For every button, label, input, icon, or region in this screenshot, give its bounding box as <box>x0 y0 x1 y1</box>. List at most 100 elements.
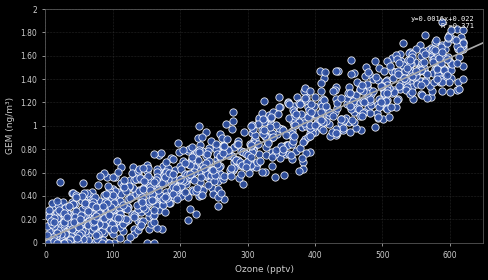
Point <box>61 221 68 226</box>
Point <box>216 150 224 154</box>
Point <box>216 155 224 160</box>
Point <box>439 67 447 71</box>
Point <box>141 177 149 182</box>
Point <box>262 153 270 157</box>
Point <box>105 212 113 216</box>
Point <box>316 80 324 85</box>
Point <box>420 52 428 56</box>
Point <box>262 139 270 144</box>
Point <box>75 233 82 238</box>
Point <box>154 173 162 177</box>
Point <box>152 177 160 182</box>
Point <box>247 122 255 127</box>
Point <box>61 232 69 237</box>
Point <box>432 77 440 81</box>
Point <box>98 223 105 228</box>
Point <box>43 233 51 237</box>
Point <box>72 193 80 197</box>
Point <box>324 121 332 126</box>
Point <box>63 206 71 211</box>
Point <box>446 75 454 80</box>
Point <box>388 91 396 95</box>
Point <box>411 69 419 73</box>
Point <box>170 181 178 185</box>
Point <box>78 240 86 245</box>
Point <box>382 98 389 103</box>
Point <box>322 106 329 111</box>
Point <box>77 230 84 235</box>
Point <box>85 218 93 223</box>
Point <box>260 130 267 135</box>
Point <box>53 216 61 221</box>
Point <box>391 53 399 58</box>
Point <box>419 59 427 64</box>
Point <box>123 207 131 212</box>
Point <box>161 198 169 203</box>
Point <box>253 122 261 126</box>
Point <box>111 207 119 211</box>
Point <box>359 109 367 114</box>
Point <box>70 220 78 224</box>
Point <box>44 240 52 245</box>
Point <box>382 82 390 87</box>
Point <box>150 208 158 213</box>
Point <box>444 32 451 37</box>
Point <box>96 209 104 213</box>
Point <box>107 230 115 235</box>
Point <box>382 87 390 92</box>
Point <box>108 207 116 211</box>
Point <box>94 183 102 188</box>
Point <box>384 115 392 119</box>
Point <box>260 120 267 124</box>
Point <box>344 85 352 89</box>
Point <box>61 240 68 245</box>
Point <box>68 200 76 204</box>
Point <box>113 158 121 163</box>
Point <box>232 142 240 146</box>
Point <box>382 58 390 63</box>
Point <box>194 158 202 162</box>
Point <box>438 66 446 71</box>
Point <box>145 215 153 220</box>
Point <box>168 185 176 189</box>
Point <box>428 60 436 64</box>
Point <box>47 240 55 245</box>
Point <box>458 44 466 48</box>
Point <box>305 116 313 120</box>
Point <box>238 182 246 186</box>
Point <box>272 123 280 127</box>
Point <box>183 175 191 179</box>
Point <box>83 223 91 227</box>
Point <box>252 159 260 164</box>
Point <box>159 167 167 171</box>
Point <box>248 163 256 167</box>
Point <box>301 94 309 99</box>
Point <box>50 239 58 243</box>
Point <box>57 210 65 215</box>
Point <box>66 225 74 230</box>
Point <box>119 183 126 188</box>
Point <box>254 116 262 120</box>
Point <box>190 170 198 174</box>
Point <box>100 222 107 227</box>
Point <box>260 134 268 139</box>
Point <box>113 217 121 221</box>
Point <box>258 128 265 133</box>
Point <box>93 215 101 220</box>
Point <box>369 89 377 93</box>
Point <box>207 139 215 143</box>
Point <box>127 171 135 175</box>
Point <box>417 79 425 83</box>
Point <box>45 214 53 219</box>
Point <box>316 101 324 105</box>
Point <box>113 214 121 218</box>
Point <box>435 77 443 82</box>
Point <box>81 228 89 233</box>
Point <box>408 97 416 101</box>
Point <box>331 131 339 136</box>
Point <box>52 211 60 216</box>
Point <box>414 67 422 71</box>
Point <box>93 212 101 217</box>
Point <box>90 216 98 220</box>
Point <box>236 160 244 164</box>
